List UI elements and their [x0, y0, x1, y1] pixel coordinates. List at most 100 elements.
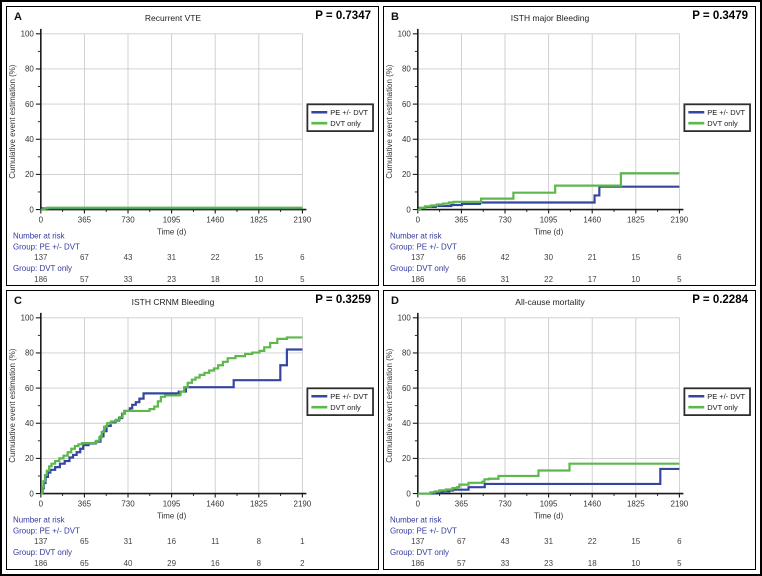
panel-isth-crnm-bleeding: C ISTH CRNM Bleeding P = 0.3259 0 20 40 60 8…	[6, 290, 379, 570]
risk-count: 137	[34, 537, 48, 546]
number-at-risk-table: Number at risk Group: PE +/- DVT 137 67 43 31…	[13, 231, 305, 284]
x-axis-label: Time (d)	[157, 511, 187, 520]
y-tick-label: 40	[402, 135, 411, 144]
risk-count: 10	[631, 559, 640, 568]
legend-box	[683, 103, 751, 133]
risk-table-header: Number at risk	[390, 515, 442, 524]
y-tick-label: 100	[398, 30, 412, 39]
p-value-text: P = 0.7347	[315, 10, 371, 22]
legend: PE +/- DVT DVT only	[306, 103, 374, 133]
km-plot-isth-major-bleeding: 0 20 40 60 80 100 0 365 730 1095 1460 1825 2190 Time …	[385, 28, 751, 284]
panel-title: ISTH CRNM Bleeding	[131, 297, 215, 307]
risk-count: 17	[588, 275, 597, 284]
panel-title: ISTH major Bleeding	[510, 13, 590, 23]
risk-count: 31	[124, 537, 133, 546]
axis-layer	[412, 28, 684, 214]
series-line-dvt-only	[40, 336, 303, 495]
legend: PE +/- DVT DVT only	[683, 103, 751, 133]
risk-count: 22	[588, 537, 597, 546]
risk-group-label: Group: DVT only	[390, 264, 449, 273]
y-tick-label: 60	[402, 384, 411, 393]
risk-count: 21	[588, 253, 597, 262]
p-value-text: P = 0.2284	[692, 294, 748, 306]
risk-group-label: Group: PE +/- DVT	[13, 242, 80, 251]
risk-count: 137	[411, 537, 425, 546]
grid-layer	[417, 317, 680, 494]
risk-count: 67	[457, 537, 466, 546]
grid-layer	[417, 33, 680, 210]
risk-count: 15	[631, 537, 640, 546]
risk-count: 18	[211, 275, 220, 284]
risk-count: 16	[211, 559, 220, 568]
km-plot-isth-crnm-bleeding: 0 20 40 60 80 100 0 365 730 1095 1460 1825 2190 Time …	[8, 312, 374, 568]
risk-table-header: Number at risk	[13, 231, 65, 240]
risk-count: 1	[300, 537, 305, 546]
risk-count: 6	[677, 537, 682, 546]
risk-count: 186	[411, 275, 425, 284]
axis-layer	[35, 312, 307, 498]
legend-label: DVT only	[707, 403, 738, 412]
y-tick-label: 100	[21, 30, 35, 39]
risk-count: 40	[124, 559, 133, 568]
x-tick-label: 365	[78, 499, 92, 508]
panel-title: Recurrent VTE	[144, 13, 202, 23]
panel-letter: A	[14, 11, 22, 23]
x-axis-label: Time (d)	[534, 227, 564, 236]
x-tick-label: 0	[416, 215, 421, 224]
y-axis-label: Cumulative event estimation (%)	[385, 64, 394, 179]
risk-count: 57	[457, 559, 466, 568]
panel-letter: B	[391, 11, 399, 23]
legend-label: PE +/- DVT	[330, 108, 368, 117]
axis-layer	[35, 28, 307, 214]
series-layer	[417, 462, 680, 495]
axis-text-layer: 0 20 40 60 80 100 0 365 730 1095 1460 1825 2190 Time …	[385, 314, 689, 521]
x-tick-label: 365	[455, 499, 469, 508]
y-tick-label: 100	[398, 314, 412, 323]
panel-letter: D	[391, 295, 399, 307]
series-layer	[417, 172, 680, 211]
risk-count: 23	[544, 559, 553, 568]
axis-text-layer: 0 20 40 60 80 100 0 365 730 1095 1460 1825 2190 Time …	[8, 30, 312, 237]
risk-count: 186	[411, 559, 425, 568]
risk-count: 8	[257, 537, 262, 546]
risk-count: 137	[34, 253, 48, 262]
y-tick-label: 20	[25, 454, 34, 463]
risk-count: 30	[544, 253, 553, 262]
y-tick-label: 80	[402, 65, 411, 74]
risk-count: 18	[588, 559, 597, 568]
p-value-text: P = 0.3479	[692, 10, 748, 22]
legend-box	[683, 387, 751, 417]
x-tick-label: 1095	[163, 499, 181, 508]
y-tick-label: 60	[25, 100, 34, 109]
risk-count: 11	[211, 537, 220, 546]
x-tick-label: 1825	[627, 499, 645, 508]
risk-count: 65	[80, 537, 89, 546]
risk-count: 56	[457, 275, 466, 284]
number-at-risk-table: Number at risk Group: PE +/- DVT 137 67 43 31…	[390, 515, 682, 568]
x-axis-label: Time (d)	[157, 227, 187, 236]
p-value-text: P = 0.3259	[315, 294, 371, 306]
risk-count: 186	[34, 275, 48, 284]
risk-count: 2	[300, 559, 305, 568]
risk-count: 5	[677, 559, 682, 568]
y-tick-label: 20	[402, 170, 411, 179]
risk-count: 137	[411, 253, 425, 262]
risk-count: 43	[124, 253, 133, 262]
axis-layer	[412, 312, 684, 498]
y-tick-label: 40	[25, 419, 34, 428]
y-tick-label: 0	[29, 489, 34, 498]
axis-text-layer: 0 20 40 60 80 100 0 365 730 1095 1460 1825 2190 Time …	[8, 314, 312, 521]
x-tick-label: 730	[498, 499, 512, 508]
risk-group-label: Group: PE +/- DVT	[390, 526, 457, 535]
x-tick-label: 0	[39, 499, 44, 508]
series-line-pe-dvt	[40, 348, 303, 495]
risk-count: 31	[544, 537, 553, 546]
y-tick-label: 40	[25, 135, 34, 144]
x-tick-label: 2190	[671, 499, 689, 508]
series-line-dvt-only	[417, 172, 680, 211]
x-tick-label: 0	[39, 215, 44, 224]
risk-count: 22	[211, 253, 220, 262]
risk-count: 67	[80, 253, 89, 262]
x-axis-label: Time (d)	[534, 511, 564, 520]
